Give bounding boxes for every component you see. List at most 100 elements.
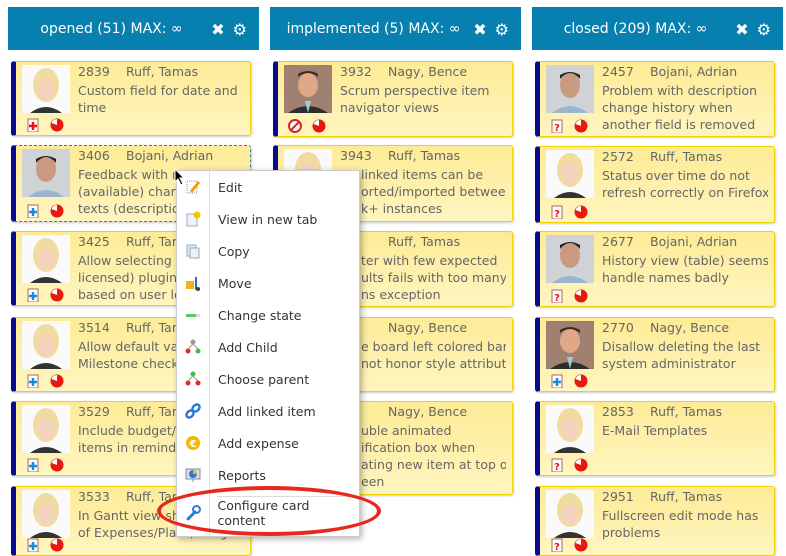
svg-text:?: ? [554, 209, 560, 219]
item-id[interactable]: 2457 [602, 64, 634, 79]
item-title: Scrum perspective item navigator views [340, 82, 506, 116]
menu-item-copy[interactable]: Copy [177, 236, 359, 266]
title-line: een [361, 474, 385, 489]
feature-request-icon [27, 458, 39, 472]
assignee: Bojani, Adrian [650, 64, 738, 79]
item-id[interactable]: 3529 [78, 404, 110, 419]
title-line: Feedback with n [78, 167, 180, 182]
mouse-cursor-icon [174, 168, 186, 186]
progress-pie-icon [50, 538, 64, 552]
menu-item-reports[interactable]: Reports [177, 460, 359, 490]
svg-text:?: ? [554, 293, 560, 303]
euro-coin-icon: € [186, 436, 200, 450]
item-id[interactable]: 3533 [78, 489, 110, 504]
item-card[interactable]: ? 2853 Ruff, Tamas E-Mail Templates [535, 401, 775, 476]
item-card[interactable]: 3932 Nagy, Bence Scrum perspective item na… [273, 61, 513, 137]
title-line: based on user le [78, 287, 182, 302]
progress-pie-icon [574, 374, 588, 388]
item-id[interactable]: 2951 [602, 489, 634, 504]
avatar [546, 490, 594, 538]
close-icon[interactable]: ✖ [735, 20, 749, 39]
item-card[interactable]: ? 2951 Ruff, Tamas Fullscreen edit mode h… [535, 486, 775, 556]
item-id[interactable]: 3932 [340, 64, 372, 79]
progress-pie-icon [50, 118, 64, 132]
question-icon: ? [551, 458, 563, 472]
item-id[interactable]: 2853 [602, 404, 634, 419]
assignee: Nagy, Bence [388, 404, 468, 419]
item-id[interactable]: 3514 [78, 320, 110, 335]
menu-item-add-expense[interactable]: € Add expense [177, 428, 359, 458]
progress-pie-icon [50, 288, 64, 302]
item-card[interactable]: 3529 Ruff, Tamas Include budget/p items in… [11, 401, 251, 476]
menu-item-add-linked-item[interactable]: Add linked item [177, 396, 359, 426]
menu-item-view-in-new-tab[interactable]: View in new tab [177, 204, 359, 234]
move-icon [186, 277, 200, 291]
close-icon[interactable]: ✖ [211, 20, 225, 39]
feature-request-icon [27, 204, 39, 218]
item-id[interactable]: 2839 [78, 64, 110, 79]
close-icon[interactable]: ✖ [473, 20, 487, 39]
svg-text:?: ? [554, 123, 560, 133]
title-line: Scrum perspective item [340, 83, 490, 98]
assignee: Bojani, Adrian [650, 234, 738, 249]
item-card[interactable]: ? 2457 Bojani, Adrian Problem with descri… [535, 61, 775, 137]
assignee: Ruff, Tamas [650, 404, 723, 419]
blocked-icon [288, 119, 302, 133]
item-id[interactable]: 2677 [602, 234, 634, 249]
assignee: Bojani, Adrian [126, 148, 214, 163]
item-title: Feedback with n (available) charac texts (… [78, 166, 244, 217]
menu-item-edit[interactable]: Edit [177, 172, 359, 202]
title-line: uble animated [361, 423, 452, 438]
question-icon: ? [551, 289, 563, 303]
svg-text:?: ? [554, 462, 560, 472]
menu-item-label: View in new tab [218, 211, 318, 227]
title-line: Fullscreen edit mode has [602, 508, 759, 523]
feature-request-icon [551, 374, 563, 388]
item-id[interactable]: 3406 [78, 148, 110, 163]
item-id[interactable]: 2572 [602, 149, 634, 164]
menu-item-choose-parent[interactable]: Choose parent [177, 364, 359, 394]
item-title: e board left colored bars not honor style… [361, 338, 506, 372]
item-title: Custom field for date and time [78, 82, 244, 116]
assignee: Nagy, Bence [650, 320, 730, 335]
item-title: Allow default valu Milestone checkl [78, 338, 244, 372]
item-id[interactable]: 3425 [78, 234, 110, 249]
item-card[interactable]: ? 2572 Ruff, Tamas Status over time do no… [535, 146, 775, 223]
item-title: Fullscreen edit mode has problems [602, 507, 768, 541]
item-card[interactable]: 2770 Nagy, Bence Disallow deleting the la… [535, 317, 775, 392]
item-card[interactable]: 3406 Bojani, Adrian Feedback with n (avail… [11, 145, 251, 222]
item-id[interactable]: 2770 [602, 320, 634, 335]
column-header: implemented (5) MAX: ∞ ✖ ⚙ [270, 7, 521, 50]
question-icon: ? [551, 205, 563, 219]
item-title: History view (table) seems to handle name… [602, 252, 768, 286]
menu-item-change-state[interactable]: Change state [177, 300, 359, 330]
gear-icon[interactable]: ⚙ [756, 20, 771, 39]
gear-icon[interactable]: ⚙ [494, 20, 509, 39]
title-line: change history when [602, 100, 733, 115]
menu-separator [217, 496, 359, 497]
assignee: Nagy, Bence [388, 64, 468, 79]
item-title: ter with few expected ults fails with too… [361, 252, 506, 303]
menu-item-label: Change state [218, 307, 302, 323]
menu-item-add-child[interactable]: Add Child [177, 332, 359, 362]
menu-item-label: Copy [218, 243, 250, 259]
copy-icon [186, 244, 200, 259]
assignee: Nagy, Bence [388, 320, 468, 335]
title-line: texts (descriptio [78, 201, 180, 216]
gear-icon[interactable]: ⚙ [232, 20, 247, 39]
item-card[interactable]: ? 2677 Bojani, Adrian History view (table… [535, 231, 775, 307]
item-id[interactable]: 3943 [340, 148, 372, 163]
title-line: Status over time do not [602, 168, 750, 183]
wrench-icon [186, 505, 201, 521]
menu-item-move[interactable]: Move [177, 268, 359, 298]
menu-item-label: Choose parent [218, 371, 310, 387]
menu-item-label: Add Child [218, 339, 278, 355]
column-title: implemented (5) MAX: ∞ [286, 20, 461, 37]
avatar [22, 490, 70, 538]
menu-item-configure-card-content[interactable]: Configure card content [177, 498, 359, 528]
progress-pie-icon [50, 458, 64, 472]
avatar [22, 235, 70, 283]
item-card[interactable]: 2839 Ruff, Tamas Custom field for date an… [11, 61, 251, 136]
svg-text:?: ? [554, 542, 560, 552]
menu-item-label: Reports [218, 467, 266, 483]
